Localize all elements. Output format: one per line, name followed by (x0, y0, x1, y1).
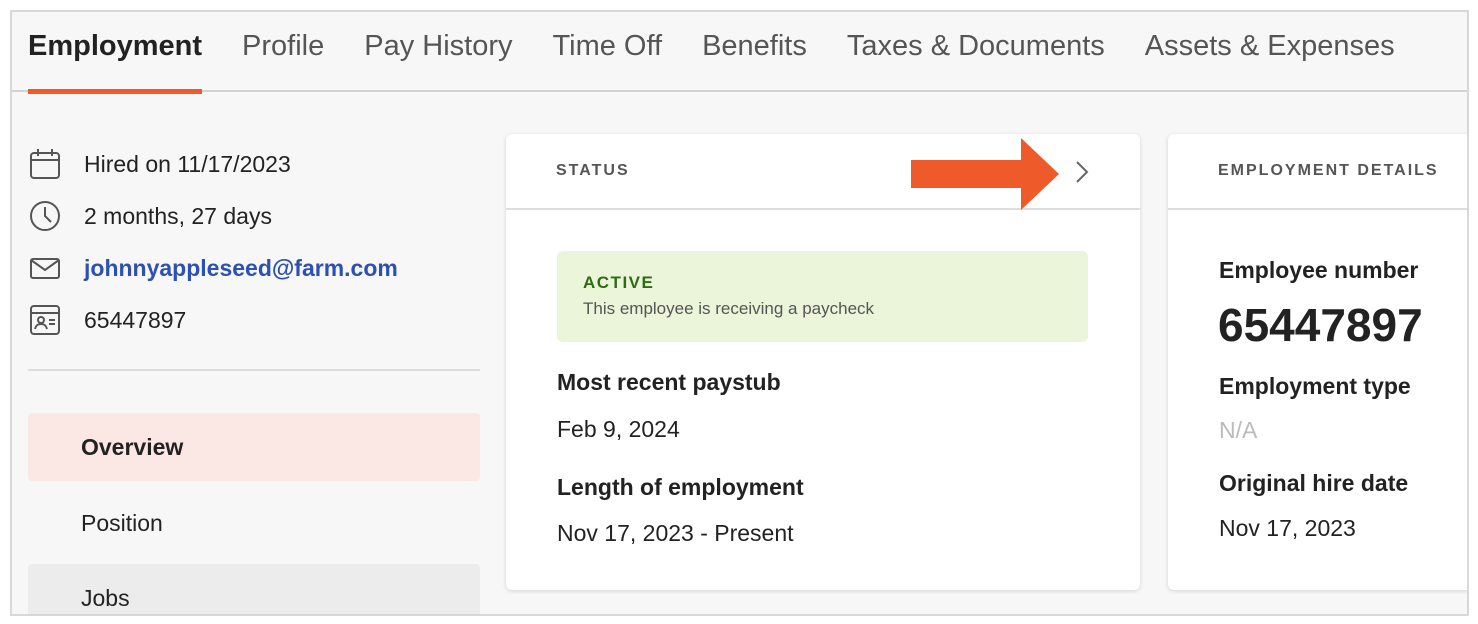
clock-icon (30, 201, 60, 231)
employee-id: 65447897 (84, 306, 187, 333)
chevron-right-icon[interactable] (1074, 160, 1090, 184)
id-row: 65447897 (28, 294, 398, 346)
active-label: ACTIVE (583, 273, 655, 292)
status-title: STATUS (556, 162, 630, 179)
tab-assets-expenses[interactable]: Assets & Expenses (1144, 30, 1395, 62)
tenure-row: 2 months, 27 days (28, 190, 398, 242)
hire-date-value: Nov 17, 2023 (1219, 515, 1356, 541)
hire-date: Hired on 11/17/2023 (84, 150, 291, 177)
email-link[interactable]: johnnyappleseed@farm.com (84, 254, 398, 281)
details-title: EMPLOYMENT DETAILS (1218, 162, 1439, 179)
employment-type-label: Employment type (1219, 373, 1411, 399)
tab-taxes-documents[interactable]: Taxes & Documents (846, 30, 1105, 62)
employee-number-value: 65447897 (1218, 299, 1423, 351)
nav-position[interactable]: Position (81, 509, 163, 536)
employee-info: Hired on 11/17/2023 2 months, 27 days jo… (28, 138, 398, 346)
employee-page: Employment Profile Pay History Time Off … (10, 10, 1469, 616)
divider (28, 369, 480, 371)
length-value: Nov 17, 2023 - Present (557, 520, 794, 546)
paystub-label: Most recent paystub (557, 369, 781, 395)
nav-overview[interactable]: Overview (28, 413, 480, 481)
calendar-icon (30, 149, 60, 179)
nav-jobs[interactable]: Jobs (28, 564, 480, 614)
employee-number-label: Employee number (1219, 257, 1419, 283)
active-description: This employee is receiving a paycheck (583, 299, 875, 318)
tab-pay-history[interactable]: Pay History (364, 30, 513, 62)
mail-icon (30, 258, 60, 279)
id-card-icon (30, 305, 60, 335)
arrow-annotation-icon (911, 138, 1059, 210)
tab-employment[interactable]: Employment (28, 12, 203, 94)
tab-bar: Employment Profile Pay History Time Off … (12, 12, 1467, 94)
hire-date-row: Hired on 11/17/2023 (28, 138, 398, 190)
details-card-header[interactable]: EMPLOYMENT DETAILS (1168, 134, 1467, 210)
tab-benefits[interactable]: Benefits (702, 30, 807, 62)
tenure: 2 months, 27 days (84, 202, 272, 229)
hire-date-label: Original hire date (1219, 470, 1409, 496)
tab-time-off[interactable]: Time Off (552, 30, 663, 62)
tab-profile[interactable]: Profile (242, 30, 325, 62)
length-label: Length of employment (557, 474, 804, 500)
status-card: STATUS ACTIVE This employee is receiving… (506, 134, 1140, 590)
status-card-header[interactable]: STATUS (506, 134, 1140, 210)
active-status-badge: ACTIVE This employee is receiving a payc… (557, 251, 1088, 342)
employment-details-card: EMPLOYMENT DETAILS Employee number 65447… (1168, 134, 1467, 590)
paystub-value: Feb 9, 2024 (557, 416, 680, 442)
employment-type-value: N/A (1219, 417, 1258, 443)
email-row: johnnyappleseed@farm.com (28, 242, 398, 294)
